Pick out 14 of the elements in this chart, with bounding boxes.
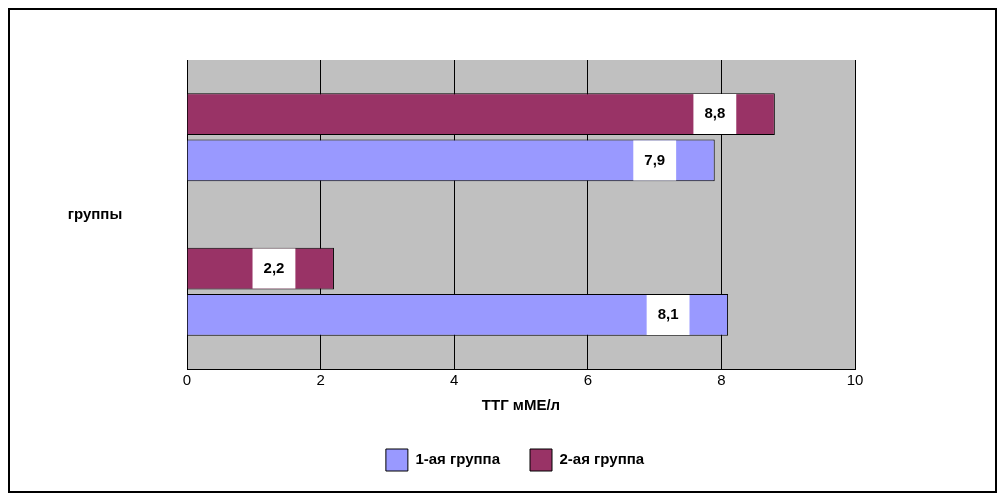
- y-axis-title: группы: [67, 204, 123, 222]
- x-tick-label: 4: [450, 371, 459, 389]
- legend-label: 2-ая группа: [559, 450, 645, 468]
- x-axis-title: ТТГ мМЕ/л: [481, 396, 561, 414]
- data-label: 8,1: [657, 305, 679, 323]
- x-tick-label: 8: [717, 371, 726, 389]
- x-tick-label: 10: [846, 371, 864, 389]
- x-tick-label: 2: [316, 371, 325, 389]
- data-label: 7,9: [644, 150, 666, 168]
- x-tick-label: 0: [182, 371, 192, 389]
- data-label: 8,8: [704, 104, 726, 122]
- x-tick-label: 6: [583, 371, 592, 389]
- data-label: 2,2: [263, 258, 285, 276]
- legend-label: 1-ая группа: [415, 450, 501, 468]
